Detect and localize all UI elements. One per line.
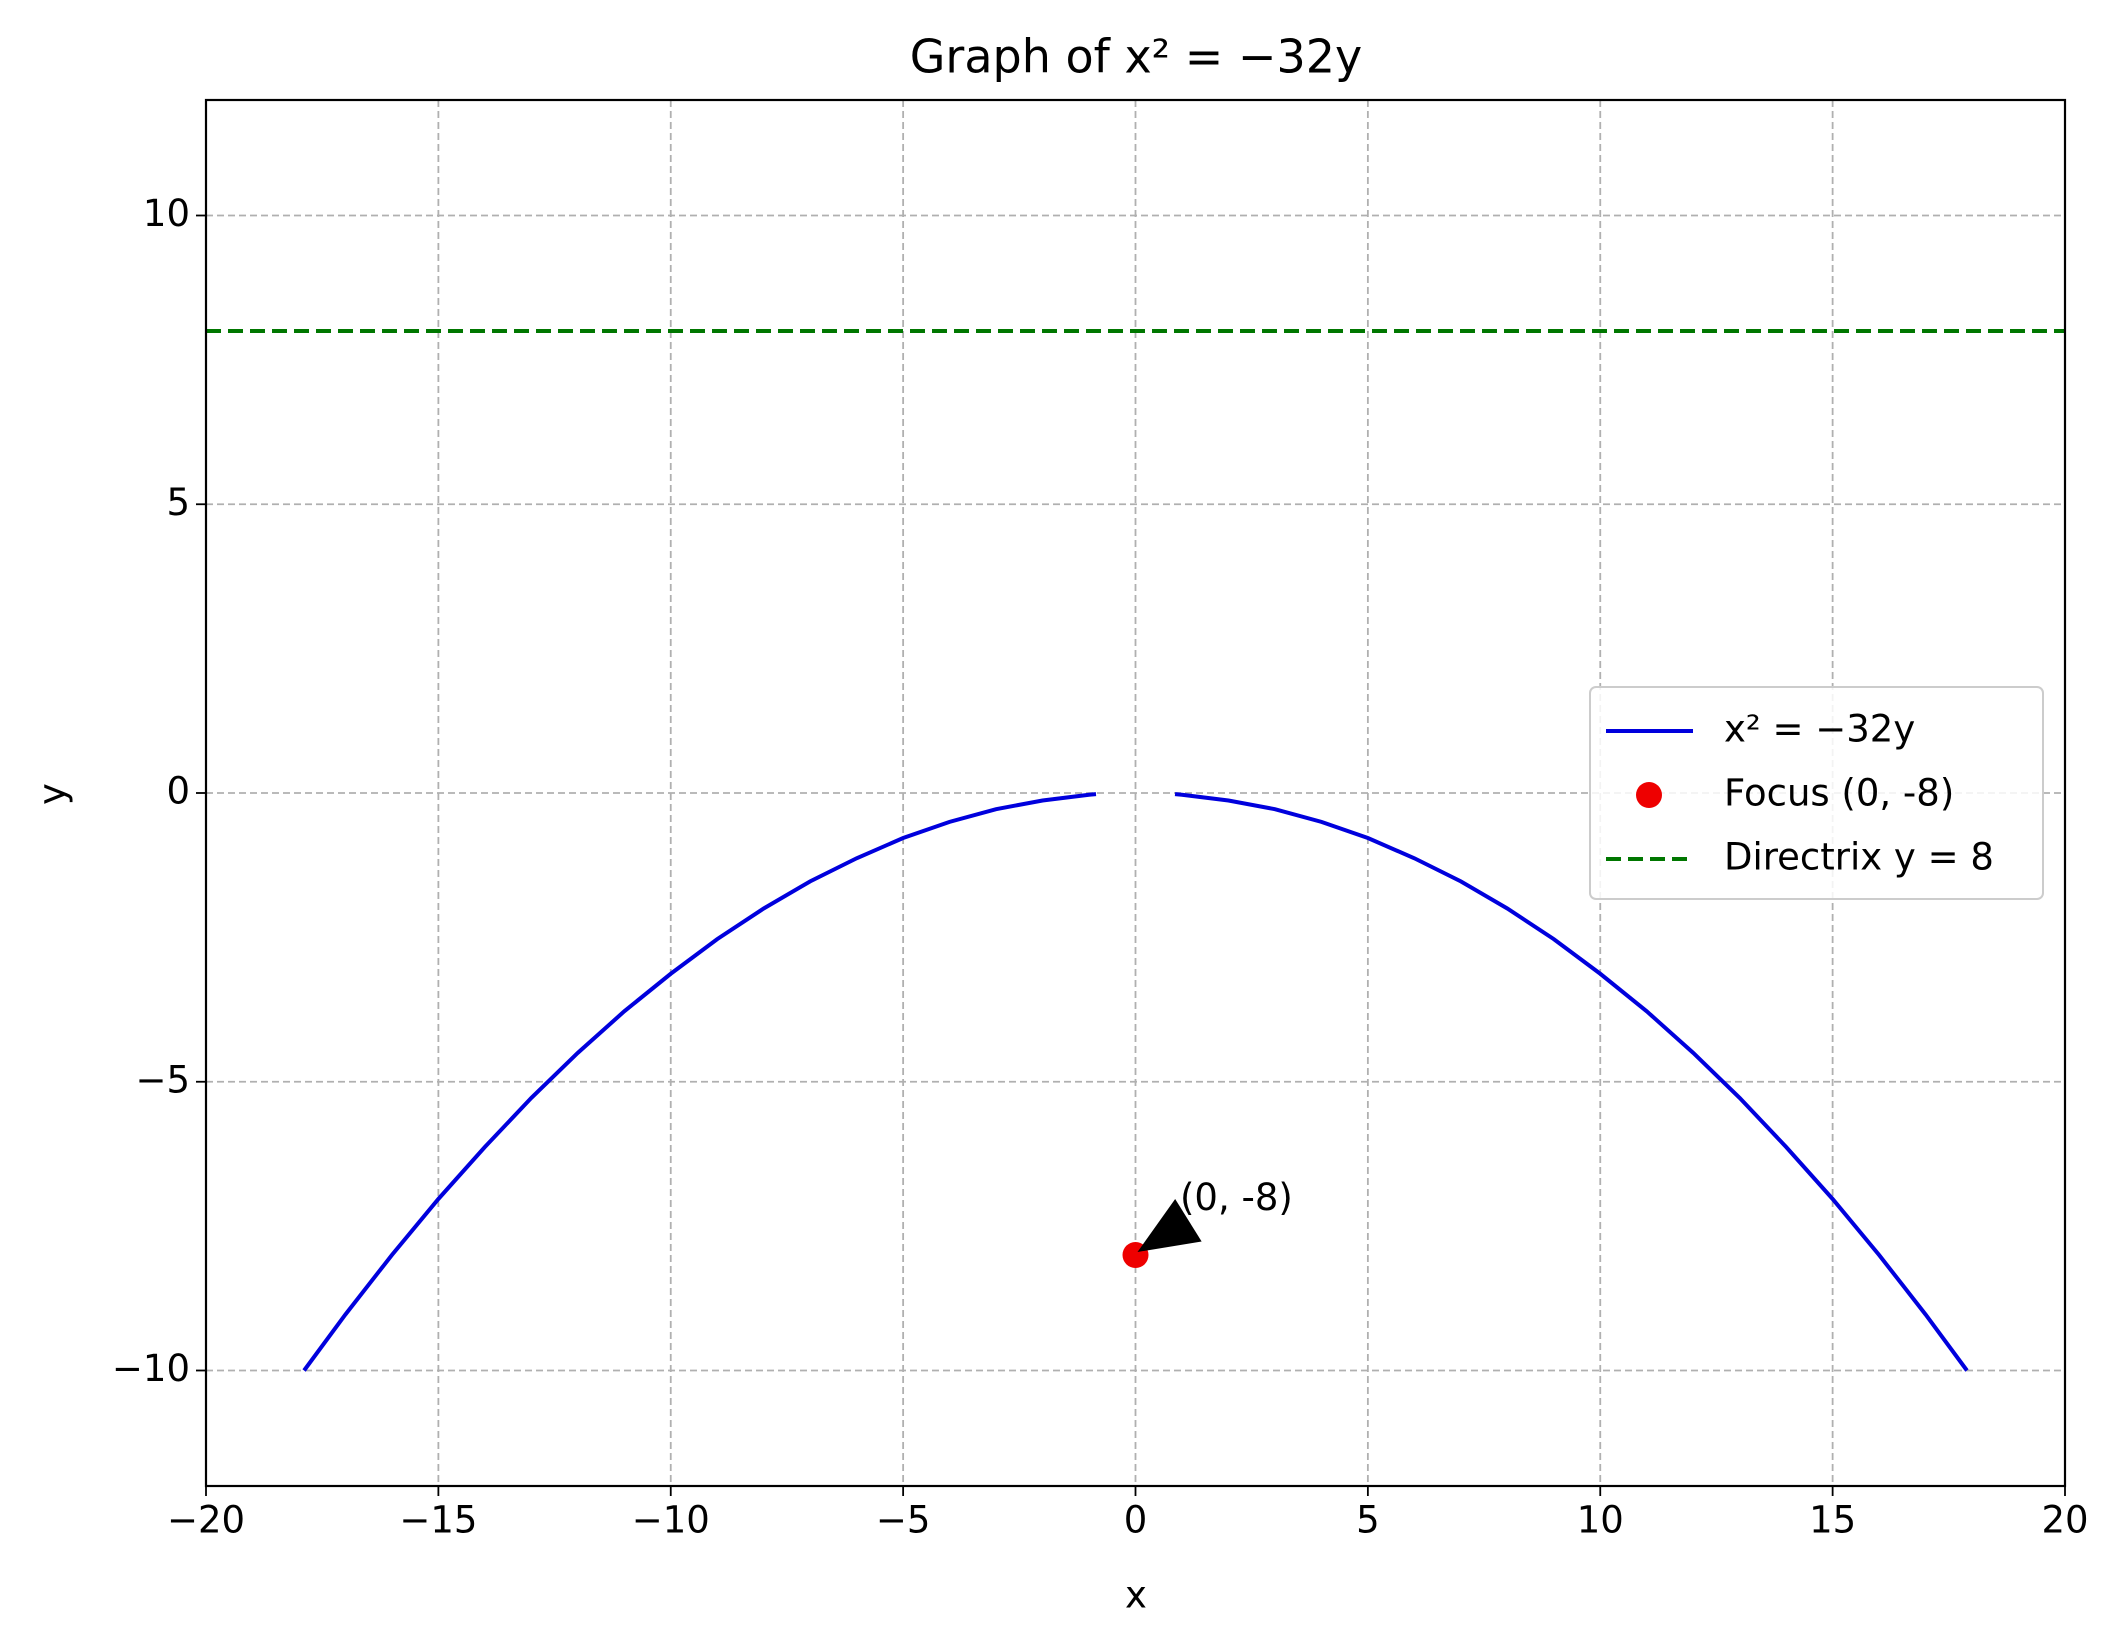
y-axis-label: y	[31, 783, 74, 805]
x-tick-label: 15	[1809, 1499, 1856, 1542]
x-tick-label: −20	[167, 1499, 245, 1542]
legend-label: Focus (0, -8)	[1724, 772, 1954, 815]
legend-marker	[1636, 782, 1662, 808]
y-tick-label: 10	[143, 192, 190, 235]
x-tick-label: 0	[1124, 1499, 1148, 1542]
axes-frame	[204, 98, 2067, 1488]
x-tick-label: 10	[1577, 1499, 1624, 1542]
y-tick-label: −10	[112, 1347, 190, 1390]
x-tick-label: −10	[632, 1499, 710, 1542]
y-tick-label: 5	[166, 481, 190, 524]
x-tick-label: −5	[876, 1499, 931, 1542]
curve	[302, 792, 1969, 1372]
y-tick-label: 0	[166, 770, 190, 813]
chart-title: Graph of x² = −32y	[910, 30, 1362, 84]
x-tick-label: −15	[399, 1499, 477, 1542]
annotation-text: (0, -8)	[1180, 1176, 1293, 1219]
legend-box	[1589, 686, 2044, 900]
annotation-arrow	[1137, 1199, 1202, 1252]
y-tick-label: −5	[135, 1058, 190, 1101]
legend-label: Directrix y = 8	[1724, 836, 1994, 879]
x-axis-label: x	[1125, 1574, 1147, 1617]
legend-label: x² = −32y	[1724, 708, 1915, 751]
x-tick-label: 5	[1356, 1499, 1380, 1542]
x-tick-label: 20	[2041, 1499, 2088, 1542]
